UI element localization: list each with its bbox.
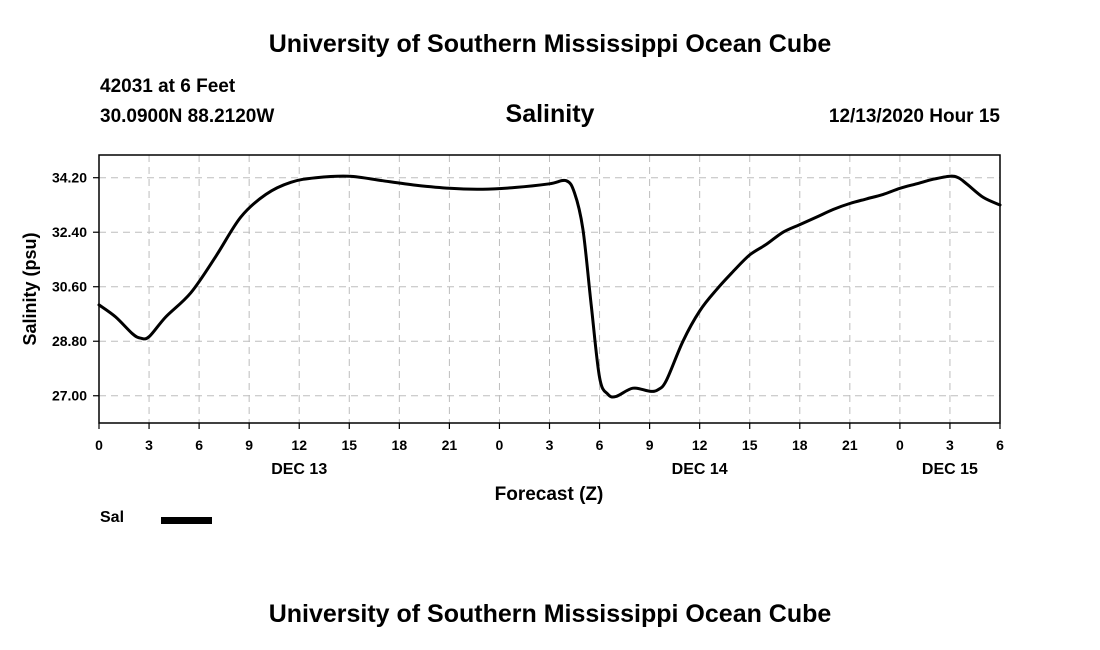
parameter-title: Salinity <box>505 100 595 128</box>
datetime-label: 12/13/2020 Hour 15 <box>828 106 1000 127</box>
x-tick-label: 12 <box>291 437 307 453</box>
x-tick-label: 6 <box>596 437 604 453</box>
x-axis-label: Forecast (Z) <box>495 484 604 505</box>
x-tick-label: 6 <box>195 437 203 453</box>
x-tick-label: 0 <box>496 437 504 453</box>
x-tick-label: 15 <box>341 437 357 453</box>
station-label: 42031 at 6 Feet <box>100 76 236 97</box>
y-tick-label: 32.40 <box>52 224 87 240</box>
series-line-sal <box>97 174 1002 399</box>
day-label: DEC 14 <box>672 461 728 478</box>
page-title: University of Southern Mississippi Ocean… <box>268 30 832 58</box>
x-tick-label: 21 <box>442 437 458 453</box>
y-tick-label: 34.20 <box>52 170 87 186</box>
footer-title: University of Southern Mississippi Ocean… <box>268 600 832 628</box>
grid-layer <box>99 155 1000 423</box>
x-tick-label: 9 <box>646 437 654 453</box>
x-tick-label: 0 <box>95 437 103 453</box>
y-tick-label: 27.00 <box>52 388 87 404</box>
x-tick-label: 3 <box>946 437 954 453</box>
x-tick-label: 18 <box>792 437 808 453</box>
coordinates-label: 30.0900N 88.2120W <box>100 106 275 127</box>
legend-swatch <box>161 517 212 524</box>
legend-label: Sal <box>100 509 125 526</box>
day-label: DEC 13 <box>271 461 327 478</box>
day-label: DEC 15 <box>922 461 978 478</box>
x-ticks: 0 3 6 9 12 15 18 21 0 3 6 9 12 15 18 21 0 3 6 DEC 13 DEC 14 D… <box>95 423 1004 478</box>
x-tick-label: 21 <box>842 437 858 453</box>
x-tick-label: 3 <box>546 437 554 453</box>
x-tick-label: 15 <box>742 437 758 453</box>
y-tick-label: 30.60 <box>52 279 87 295</box>
x-tick-label: 9 <box>245 437 253 453</box>
y-axis-label: Salinity (psu) <box>20 232 40 345</box>
x-tick-label: 0 <box>896 437 904 453</box>
x-tick-label: 18 <box>392 437 408 453</box>
x-tick-label: 12 <box>692 437 708 453</box>
y-ticks: 34.20 32.40 30.60 28.80 27.00 <box>52 170 99 404</box>
x-tick-label: 6 <box>996 437 1004 453</box>
y-tick-label: 28.80 <box>52 333 87 349</box>
x-tick-label: 3 <box>145 437 153 453</box>
